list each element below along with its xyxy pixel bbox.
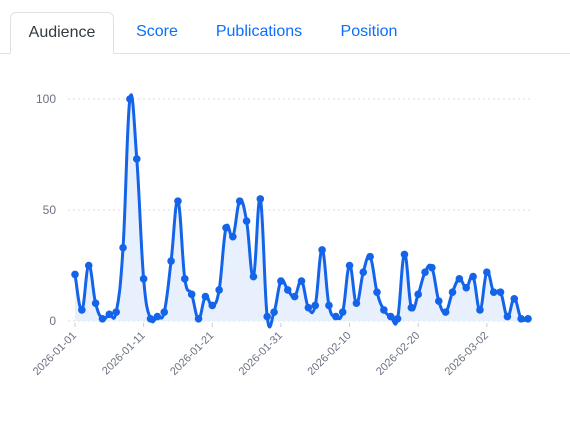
data-point[interactable] — [476, 306, 484, 314]
data-point[interactable] — [235, 197, 244, 205]
data-point[interactable] — [311, 301, 320, 310]
data-point[interactable] — [510, 295, 519, 303]
data-point[interactable] — [277, 277, 285, 285]
tab-bar: Audience Score Publications Position — [0, 0, 570, 54]
data-point[interactable] — [345, 261, 354, 270]
x-tick-label: 2026-01-01 — [31, 330, 79, 378]
data-point[interactable] — [517, 314, 525, 323]
data-point[interactable] — [489, 288, 498, 296]
data-point[interactable] — [428, 263, 436, 272]
data-point[interactable] — [208, 301, 217, 310]
x-axis-ticks: 2026-01-01 2026-01-11 2026-01-21 2026-01-31… — [31, 323, 491, 378]
data-point[interactable] — [105, 310, 114, 319]
data-point[interactable] — [181, 275, 189, 283]
data-point[interactable] — [215, 286, 223, 294]
y-tick-label: 100 — [36, 92, 56, 106]
y-tick-label: 50 — [43, 203, 57, 217]
tab-score[interactable]: Score — [136, 23, 178, 40]
data-point[interactable] — [304, 303, 313, 312]
data-point[interactable] — [71, 270, 79, 279]
data-point[interactable] — [421, 268, 429, 276]
data-point[interactable] — [434, 297, 443, 305]
data-point[interactable] — [98, 314, 107, 323]
data-point[interactable] — [393, 314, 402, 323]
audience-points — [71, 95, 532, 323]
data-point[interactable] — [380, 306, 388, 314]
data-point[interactable] — [496, 288, 505, 296]
audience-area — [75, 94, 528, 328]
data-point[interactable] — [229, 232, 237, 241]
data-point[interactable] — [441, 308, 450, 316]
data-point[interactable] — [448, 288, 457, 296]
data-point[interactable] — [400, 250, 409, 259]
x-tick-label: 2026-01-21 — [168, 330, 216, 378]
data-point[interactable] — [187, 290, 196, 299]
data-point[interactable] — [524, 314, 532, 323]
data-point[interactable] — [338, 308, 347, 316]
data-point[interactable] — [194, 314, 203, 323]
data-point[interactable] — [112, 308, 120, 316]
x-tick-label: 2026-01-31 — [237, 330, 285, 378]
tab-position[interactable]: Position — [340, 23, 398, 40]
data-point[interactable] — [318, 246, 326, 254]
data-point[interactable] — [462, 283, 471, 292]
tab-publications[interactable]: Publications — [215, 23, 303, 40]
data-point[interactable] — [256, 195, 265, 203]
data-point[interactable] — [352, 299, 361, 308]
data-point[interactable] — [119, 243, 127, 252]
data-point[interactable] — [222, 223, 230, 232]
x-tick-label: 2026-02-10 — [305, 330, 353, 378]
data-point[interactable] — [174, 197, 182, 205]
data-point[interactable] — [297, 277, 306, 285]
data-point[interactable] — [366, 252, 374, 261]
data-point[interactable] — [503, 312, 512, 321]
data-point[interactable] — [407, 303, 416, 312]
data-point[interactable] — [153, 312, 162, 321]
data-point[interactable] — [249, 272, 258, 281]
y-tick-label: 0 — [49, 314, 56, 328]
data-point[interactable] — [139, 275, 148, 283]
data-point[interactable] — [373, 288, 381, 296]
data-point[interactable] — [242, 217, 251, 225]
data-point[interactable] — [359, 268, 368, 276]
data-point[interactable] — [414, 290, 422, 299]
data-point[interactable] — [263, 312, 271, 321]
data-point[interactable] — [455, 275, 464, 283]
data-point[interactable] — [84, 261, 93, 270]
data-point[interactable] — [469, 272, 477, 281]
data-point[interactable] — [270, 308, 278, 316]
data-point[interactable] — [483, 268, 491, 276]
data-point[interactable] — [78, 306, 86, 314]
y-axis-ticks: 0 50 100 — [36, 92, 56, 328]
data-point[interactable] — [201, 292, 210, 301]
data-point[interactable] — [132, 155, 141, 163]
tab-audience[interactable]: Audience — [10, 12, 114, 54]
data-point[interactable] — [290, 292, 299, 301]
data-point[interactable] — [325, 301, 333, 310]
data-point[interactable] — [91, 299, 100, 308]
data-point[interactable] — [386, 312, 395, 321]
data-point[interactable] — [160, 308, 169, 316]
x-tick-label: 2026-01-11 — [100, 330, 148, 378]
x-tick-label: 2026-03-02 — [443, 330, 491, 378]
data-point[interactable] — [126, 95, 134, 103]
x-tick-label: 2026-02-20 — [374, 330, 422, 378]
data-point[interactable] — [332, 312, 340, 321]
data-point[interactable] — [167, 257, 175, 265]
data-point[interactable] — [146, 314, 155, 323]
data-point[interactable] — [283, 286, 292, 294]
